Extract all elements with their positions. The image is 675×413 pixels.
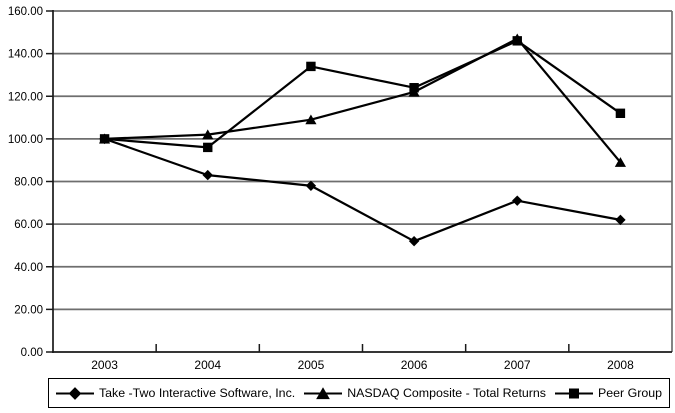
data-point-diamond xyxy=(615,214,626,226)
square-marker-icon xyxy=(555,388,593,398)
x-axis-label: 2005 xyxy=(298,358,325,372)
legend-item-take-two: Take -Two Interactive Software, Inc. xyxy=(55,386,296,400)
series-line-diamond xyxy=(104,137,621,243)
data-point-triangle xyxy=(202,129,214,140)
x-axis-label: 2003 xyxy=(91,358,118,372)
x-axis-label: 2007 xyxy=(504,358,531,372)
data-point-diamond xyxy=(305,180,317,191)
data-point-square xyxy=(409,83,419,93)
legend-item-peer-group: Peer Group xyxy=(555,386,662,400)
data-point-square xyxy=(99,134,110,144)
triangle-marker-icon xyxy=(304,386,343,399)
series-line-square xyxy=(104,39,622,149)
data-point-square xyxy=(512,36,522,46)
data-point-triangle xyxy=(305,114,317,125)
y-axis-label: 40.00 xyxy=(14,262,43,274)
data-point-diamond xyxy=(202,169,213,181)
y-axis-label: 140.00 xyxy=(8,49,43,61)
y-axis-label: 60.00 xyxy=(14,219,43,231)
y-axis-label: 100.00 xyxy=(8,134,43,146)
legend-item-nasdaq: NASDAQ Composite - Total Returns xyxy=(304,386,546,400)
data-point-diamond xyxy=(408,235,420,247)
data-point-square xyxy=(203,142,213,153)
x-axis-label: 2008 xyxy=(607,358,634,372)
y-axis-label: 160.00 xyxy=(8,6,43,18)
plot-area: 0.00 20.00 40.00 60.00 80.00 100.00 120.00 140.… xyxy=(8,6,673,372)
data-point-square xyxy=(615,108,626,118)
x-axis-label: 2006 xyxy=(401,358,428,372)
legend-label-peer-group: Peer Group xyxy=(598,386,663,400)
data-point-square xyxy=(306,61,316,72)
y-axis-label: 80.00 xyxy=(14,177,43,189)
x-axis-label: 2004 xyxy=(194,358,221,372)
diamond-marker-icon xyxy=(55,386,94,400)
legend: Take -Two Interactive Software, Inc. NAS… xyxy=(48,378,670,408)
legend-label-nasdaq: NASDAQ Composite - Total Returns xyxy=(347,386,546,400)
data-point-triangle xyxy=(614,157,627,167)
data-point-diamond xyxy=(512,195,523,206)
legend-label-take-two: Take -Two Interactive Software, Inc. xyxy=(98,386,296,400)
y-axis-label: 20.00 xyxy=(14,304,43,316)
series-line-triangle xyxy=(104,37,622,164)
y-axis-label: 120.00 xyxy=(8,91,43,103)
y-axis-label: 0.00 xyxy=(21,347,43,359)
